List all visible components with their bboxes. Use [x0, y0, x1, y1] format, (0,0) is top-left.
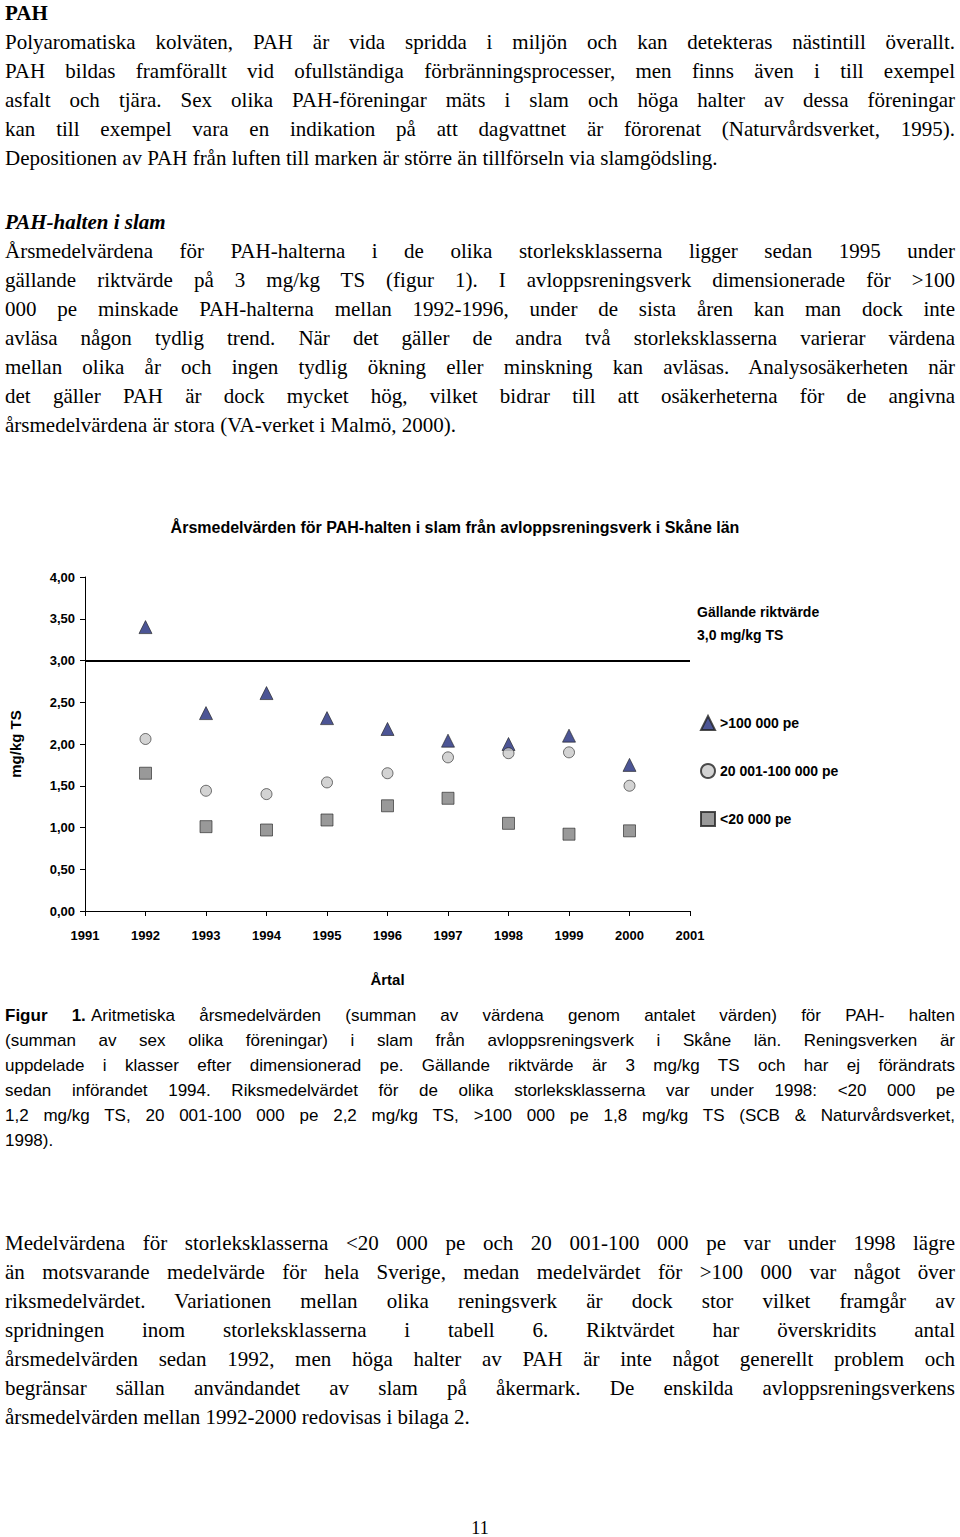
html-text:sedan införandet 1994. Riksmed: sedan införandet 1994. Riksmedelvärdet f…: [5, 1081, 955, 1100]
html-text:begränsar sällan användandet a: begränsar sällan användandet av slam på …: [5, 1376, 955, 1400]
html-text:gällande riktvärde på 3 mg/kg: gällande riktvärde på 3 mg/kg TS (figur …: [5, 268, 955, 292]
svg-text:3,0 mg/kg TS: 3,0 mg/kg TS: [697, 627, 783, 643]
svg-text:4,00: 4,00: [50, 570, 75, 585]
html-text:Depositionen av PAH från lufte: Depositionen av PAH från luften till mar…: [5, 146, 718, 170]
html-text:asfalt och tjära. Sex olika PA: asfalt och tjära. Sex olika PAH-förening…: [5, 88, 955, 112]
svg-text:Gällande riktvärde: Gällande riktvärde: [697, 604, 819, 620]
svg-text:2,50: 2,50: [50, 695, 75, 710]
html-text:Medelvärdena för storleksklass: Medelvärdena för storleksklasserna <20 0…: [5, 1231, 955, 1255]
html-text:spridningen inom storleksklass: spridningen inom storleksklasserna i tab…: [5, 1318, 955, 1342]
svg-text:2000: 2000: [615, 928, 644, 943]
svg-text:0,50: 0,50: [50, 862, 75, 877]
html-text:årsmedelvärden mellan 1992-200: årsmedelvärden mellan 1992-2000 redovisa…: [5, 1405, 470, 1429]
html-text:det gäller PAH är dock mycket: det gäller PAH är dock mycket hög, vilke…: [5, 384, 955, 408]
html-text:1,2 mg/kg TS, 20 001-100 000 p: 1,2 mg/kg TS, 20 001-100 000 pe 2,2 mg/k…: [5, 1106, 955, 1125]
html-text:kan till exempel vara en indik: kan till exempel vara en indikation på a…: [5, 117, 955, 141]
svg-text:1997: 1997: [434, 928, 463, 943]
html-text:11: 11: [471, 1518, 489, 1537]
svg-text:1994: 1994: [252, 928, 282, 943]
svg-text:mg/kg TS: mg/kg TS: [7, 710, 24, 778]
svg-text:1,00: 1,00: [50, 820, 75, 835]
html-text:uppdelade i klasser efter dime: uppdelade i klasser efter dimensionerad …: [5, 1056, 955, 1075]
svg-text:3,50: 3,50: [50, 611, 75, 626]
html-text:PAH bildas framförallt vid ofu: PAH bildas framförallt vid ofullständiga…: [5, 59, 955, 83]
svg-text:20 001-100 000 pe: 20 001-100 000 pe: [720, 763, 839, 779]
svg-text:0,00: 0,00: [50, 904, 75, 919]
html-text:riksmedelvärdet. Variationen m: riksmedelvärdet. Variationen mellan olik…: [5, 1289, 955, 1313]
html-text:avläsa någon tydlig trend. När: avläsa någon tydlig trend. När det gälle…: [5, 326, 955, 350]
html-text:Figur 1. Aritmetiska årsmedelv: Figur 1. Aritmetiska årsmedelvärden (sum…: [5, 1006, 955, 1025]
svg-text:3,00: 3,00: [50, 653, 75, 668]
html-text:1998).: 1998).: [5, 1131, 54, 1150]
svg-text:Årsmedelvärden för PAH-halten: Årsmedelvärden för PAH-halten i slam frå…: [171, 518, 740, 536]
html-text:årsmedelvärdena är stora (VA-v: årsmedelvärdena är stora (VA-verket i Ma…: [5, 413, 456, 437]
html-text:mellan olika år och ingen tydl: mellan olika år och ingen tydlig ökning …: [5, 355, 955, 379]
svg-text:Årtal: Årtal: [370, 971, 404, 988]
svg-text:2001: 2001: [676, 928, 705, 943]
svg-text:2,00: 2,00: [50, 737, 75, 752]
svg-text:1996: 1996: [373, 928, 402, 943]
svg-text:1,50: 1,50: [50, 778, 75, 793]
svg-text:1999: 1999: [555, 928, 584, 943]
html-text:än motsvarande medelvärde för: än motsvarande medelvärde för hela Sveri…: [5, 1260, 955, 1284]
svg-text:1993: 1993: [192, 928, 221, 943]
svg-text:1992: 1992: [131, 928, 160, 943]
svg-text:1991: 1991: [71, 928, 100, 943]
html-text:Årsmedelvärdena för PAH-halter: Årsmedelvärdena för PAH-halterna i de ol…: [5, 239, 955, 263]
html-text:Polyaromatiska kolväten, PAH ä: Polyaromatiska kolväten, PAH är vida spr…: [5, 30, 955, 54]
html-text:årsmedelvärden sedan 1992, men: årsmedelvärden sedan 1992, men höga halt…: [5, 1347, 955, 1371]
html-text:PAH-halten i slam: PAH-halten i slam: [5, 210, 166, 234]
svg-text:1995: 1995: [313, 928, 342, 943]
html-text:000 pe minskade PAH-halterna m: 000 pe minskade PAH-halterna mellan 1992…: [5, 297, 955, 321]
svg-text:>100 000 pe: >100 000 pe: [720, 715, 799, 731]
html-text:PAH: PAH: [5, 1, 48, 25]
svg-text:1998: 1998: [494, 928, 523, 943]
html-text:(summan av sex olika föreninga: (summan av sex olika föreningar) i slam …: [5, 1031, 955, 1050]
svg-text:<20 000 pe: <20 000 pe: [720, 811, 791, 827]
